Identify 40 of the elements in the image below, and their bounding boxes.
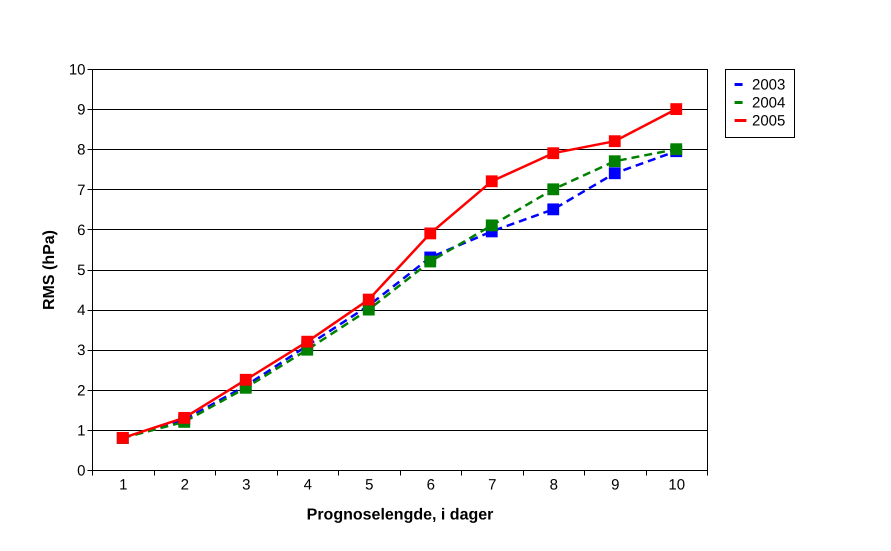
y-tick-label: 1 [77, 422, 86, 440]
y-tick-label: 5 [77, 262, 86, 279]
point [486, 175, 498, 188]
y-axis-title: RMS (hPa) [40, 230, 58, 310]
point [670, 103, 682, 116]
point [424, 227, 436, 240]
x-tick-label: 1 [119, 476, 128, 494]
point [608, 167, 621, 180]
y-tick-label: 0 [77, 462, 86, 480]
x-tick-label: 3 [242, 476, 250, 494]
x-tick-label: 2 [180, 476, 189, 494]
x-tick-label: 4 [304, 476, 312, 494]
point [486, 219, 498, 232]
point [608, 135, 621, 148]
point [424, 256, 436, 268]
x-tick-label: 6 [426, 476, 435, 494]
legend-label: 2003 [752, 76, 786, 94]
x-axis-title: Prognoselengde, i dager [306, 506, 494, 524]
legend-label: 2005 [752, 112, 786, 130]
y-tick-label: 7 [77, 182, 86, 199]
point [301, 336, 314, 348]
y-tick-label: 10 [68, 62, 86, 78]
y-tick-label: 2 [77, 382, 86, 400]
x-tick-label: 9 [611, 476, 620, 494]
x-tick-label: 10 [668, 476, 686, 494]
point [547, 203, 560, 216]
point [547, 183, 560, 196]
x-tick-label: 5 [365, 476, 374, 494]
x-tick-label: 8 [550, 476, 558, 494]
y-tick-label: 4 [77, 302, 86, 320]
point [608, 155, 621, 168]
point [362, 294, 375, 306]
y-tick-label: 9 [77, 102, 86, 119]
point [547, 147, 560, 160]
point [240, 374, 252, 386]
y-tick-label: 8 [77, 142, 86, 159]
x-tick-label: 7 [488, 476, 496, 494]
y-tick-label: 3 [77, 342, 86, 360]
y-tick-label: 6 [77, 222, 86, 239]
legend-label: 2004 [752, 94, 786, 112]
